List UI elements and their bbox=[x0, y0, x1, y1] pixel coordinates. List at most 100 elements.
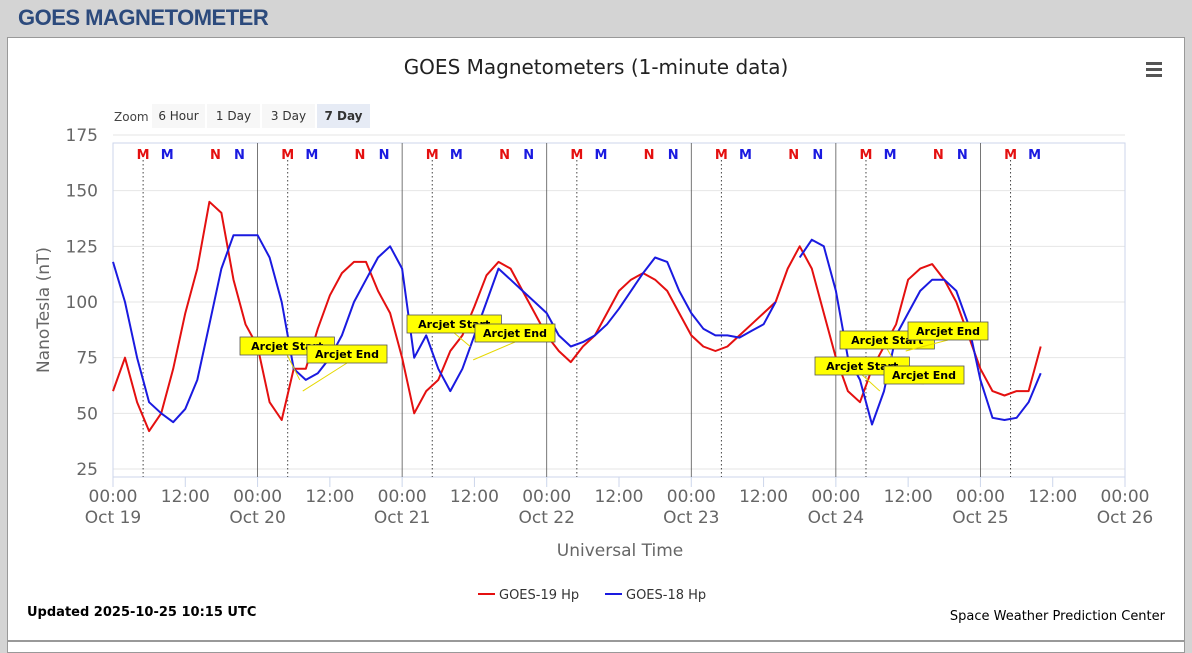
y-tick-label: 75 bbox=[76, 349, 98, 369]
flag-label: N bbox=[379, 148, 390, 163]
flag-label: M bbox=[570, 148, 583, 163]
x-tick-label: 12:00 bbox=[739, 487, 788, 507]
x-tick-date: Oct 26 bbox=[1097, 508, 1153, 528]
legend-item[interactable]: GOES-18 Hp bbox=[605, 588, 706, 603]
zoom-label: Zoom bbox=[114, 110, 149, 124]
annotation-box bbox=[474, 323, 556, 343]
annotation-connector bbox=[453, 332, 471, 347]
annotation-connector bbox=[861, 374, 881, 392]
zoom-button[interactable]: 6 Hour bbox=[152, 104, 205, 128]
annotation-box bbox=[883, 365, 965, 385]
flag-label: M bbox=[1004, 148, 1017, 163]
zoom-button[interactable]: 1 Day bbox=[207, 104, 260, 128]
annotation-connector bbox=[905, 339, 949, 352]
zoom-button-bg bbox=[317, 104, 370, 128]
flag-label: M bbox=[426, 148, 439, 163]
x-tick-label: 00:00 bbox=[233, 487, 282, 507]
x-tick-label: 00:00 bbox=[378, 487, 427, 507]
updated-label: Updated 2025-10-25 10:15 UTC bbox=[27, 605, 256, 620]
legend-item[interactable]: GOES-19 Hp bbox=[478, 588, 579, 603]
zoom-button-bg bbox=[262, 104, 315, 128]
flag-label: N bbox=[788, 148, 799, 163]
flag-label: M bbox=[715, 148, 728, 163]
flag-label: M bbox=[594, 148, 607, 163]
chart-title: GOES Magnetometers (1-minute data) bbox=[404, 55, 789, 79]
flag-label: M bbox=[281, 148, 294, 163]
annotation-box bbox=[306, 344, 388, 364]
x-tick-label: 12:00 bbox=[595, 487, 644, 507]
flag-label: M bbox=[137, 148, 150, 163]
zoom-button-bg bbox=[207, 104, 260, 128]
x-tick-label: 00:00 bbox=[811, 487, 860, 507]
x-tick-label: 00:00 bbox=[89, 487, 138, 507]
flag-label: N bbox=[933, 148, 944, 163]
annotation-connector bbox=[302, 362, 348, 392]
menu-bar bbox=[1146, 74, 1162, 77]
x-tick-label: 00:00 bbox=[956, 487, 1005, 507]
flag-label: N bbox=[644, 148, 655, 163]
x-tick-label: 12:00 bbox=[305, 487, 354, 507]
zoom-button[interactable]: 3 Day bbox=[262, 104, 315, 128]
y-tick-label: 125 bbox=[66, 237, 98, 257]
legend-label: GOES-19 Hp bbox=[499, 588, 579, 603]
menu-bar bbox=[1146, 68, 1162, 71]
y-axis-title: NanoTesla (nT) bbox=[34, 247, 54, 373]
flag-label: N bbox=[355, 148, 366, 163]
flag-label: M bbox=[739, 148, 752, 163]
zoom-button-label: 6 Hour bbox=[158, 109, 198, 123]
flag-label: N bbox=[668, 148, 679, 163]
flag-label: N bbox=[812, 148, 823, 163]
x-tick-label: 00:00 bbox=[522, 487, 571, 507]
x-tick-date: Oct 22 bbox=[518, 508, 574, 528]
annotation-label: Arcjet End bbox=[916, 325, 980, 338]
x-tick-date: Oct 19 bbox=[85, 508, 141, 528]
annotation-label: Arcjet Start bbox=[418, 318, 490, 331]
x-tick-label: 12:00 bbox=[450, 487, 499, 507]
flag-label: M bbox=[161, 148, 174, 163]
menu-bar bbox=[1146, 62, 1162, 65]
x-tick-label: 12:00 bbox=[884, 487, 933, 507]
menu-button[interactable] bbox=[1146, 62, 1162, 77]
x-tick-date: Oct 20 bbox=[229, 508, 285, 528]
annotation-label: Arcjet End bbox=[483, 327, 547, 340]
x-tick-label: 12:00 bbox=[161, 487, 210, 507]
annotation-label: Arcjet End bbox=[315, 348, 379, 361]
flag-label: M bbox=[1028, 148, 1041, 163]
x-tick-label: 12:00 bbox=[1028, 487, 1077, 507]
zoom-button-label: 3 Day bbox=[271, 109, 306, 123]
flag-label: M bbox=[450, 148, 463, 163]
annotation-label: Arcjet Start bbox=[251, 340, 323, 353]
flag-label: M bbox=[305, 148, 318, 163]
legend-label: GOES-18 Hp bbox=[626, 588, 706, 603]
zoom-button-label: 7 Day bbox=[324, 109, 362, 123]
series-line bbox=[112, 234, 1042, 426]
y-tick-label: 100 bbox=[66, 293, 98, 313]
annotation-connector bbox=[473, 341, 516, 361]
y-tick-label: 175 bbox=[66, 126, 98, 146]
annotation-connector bbox=[286, 354, 301, 381]
credit-label: Space Weather Prediction Center bbox=[950, 609, 1166, 624]
x-tick-date: Oct 24 bbox=[808, 508, 864, 528]
x-axis-title: Universal Time bbox=[557, 541, 683, 561]
annotation-label: Arcjet Start bbox=[851, 334, 923, 347]
flag-label: N bbox=[234, 148, 245, 163]
y-tick-label: 25 bbox=[76, 460, 98, 480]
annotation-label: Arcjet Start bbox=[826, 360, 898, 373]
flag-label: M bbox=[860, 148, 873, 163]
zoom-button-bg bbox=[152, 104, 205, 128]
x-tick-date: Oct 21 bbox=[374, 508, 430, 528]
header: GOES MAGNETOMETER bbox=[0, 0, 1192, 36]
page-title: GOES MAGNETOMETER bbox=[18, 5, 269, 30]
panel bbox=[7, 37, 1185, 641]
x-tick-date: Oct 25 bbox=[952, 508, 1008, 528]
flag-label: N bbox=[210, 148, 221, 163]
x-tick-label: 00:00 bbox=[1101, 487, 1150, 507]
y-tick-label: 150 bbox=[66, 182, 98, 202]
annotation-box bbox=[907, 321, 989, 341]
zoom-button[interactable]: 7 Day bbox=[317, 104, 370, 128]
y-tick-label: 50 bbox=[76, 404, 98, 424]
flag-label: M bbox=[884, 148, 897, 163]
flag-label: N bbox=[499, 148, 510, 163]
